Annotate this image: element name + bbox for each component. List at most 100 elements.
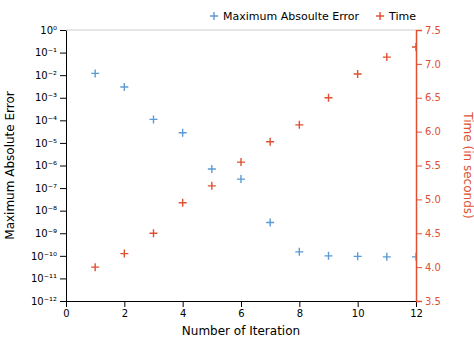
y2-axis-tick-label: 7.5 (425, 25, 441, 36)
point (179, 199, 187, 207)
y-axis-tick-mark (60, 53, 66, 54)
y2-axis-tick-label: 6.0 (425, 126, 441, 137)
plot: 02468101210⁻¹²10⁻¹¹10⁻¹⁰10⁻⁹10⁻⁸10⁻⁷10⁻⁶… (31, 25, 441, 319)
y2-axis-tick-mark (416, 301, 422, 302)
legend: Maximum Absoulte ErrorTime (210, 10, 416, 23)
legend-item: Time (376, 10, 416, 23)
y2-axis-line (417, 31, 423, 302)
y-axis-tick: 10⁻¹ (35, 47, 66, 58)
y-axis-tick: 10⁻¹² (31, 296, 66, 307)
y-axis-tick: 10⁻⁹ (35, 228, 66, 239)
x-axis-tick-mark (124, 301, 125, 307)
x-axis-title: Number of Iteration (182, 324, 300, 338)
point (383, 253, 391, 261)
x-axis-tick-label: 12 (410, 308, 423, 319)
y2-axis-tick-label: 5.0 (425, 194, 441, 205)
x-axis-tick: 0 (63, 301, 69, 319)
point (354, 252, 362, 260)
x-axis-tick-label: 6 (238, 308, 244, 319)
point (354, 70, 362, 78)
x-axis-tick-mark (241, 301, 242, 307)
y-axis-tick: 10⁻⁴ (35, 115, 66, 126)
point (295, 121, 303, 129)
y2-axis: 3.5 4.0 4.5 5.0 5.5 6.0 6.5 7.0 7.5 (416, 25, 441, 307)
y2-axis-tick: 7.5 (416, 25, 441, 36)
x-axis: 024681012 (63, 301, 423, 319)
y2-axis-tick-mark (416, 98, 422, 99)
point (295, 248, 303, 256)
y-axis-tick: 10⁻⁸ (35, 205, 66, 216)
plot-frame (66, 30, 416, 31)
y-axis-tick-mark (60, 143, 66, 144)
point (120, 83, 128, 91)
legend-marker (376, 12, 384, 20)
point (266, 138, 274, 146)
point (150, 229, 158, 237)
y-axis-tick-label: 10⁻¹¹ (31, 273, 57, 284)
y2-axis-tick-mark (416, 267, 422, 268)
y2-axis-tick: 4.0 (416, 262, 441, 273)
y-axis-tick: 10⁻³ (35, 92, 66, 103)
y2-axis-tick-label: 5.5 (425, 160, 441, 171)
point (120, 250, 128, 258)
y-axis-tick: 10⁻² (35, 70, 66, 81)
point (412, 253, 416, 261)
y2-axis-tick-mark (416, 64, 422, 65)
series (91, 69, 416, 260)
y2-axis-tick-mark (416, 233, 422, 234)
y2-axis-tick: 5.5 (416, 160, 441, 171)
y2-axis-tick: 7.0 (416, 59, 441, 70)
y2-axis-tick-mark (416, 132, 422, 133)
y-axis-tick-mark (60, 301, 66, 302)
y2-axis-tick-label: 6.5 (425, 92, 441, 103)
y-axis-tick-label: 10⁻⁹ (35, 228, 57, 239)
point (412, 43, 416, 51)
y-axis-tick-label: 10⁻³ (35, 92, 57, 103)
y-axis-tick-mark (60, 188, 66, 189)
y-axis-tick: 10⁻⁵ (35, 138, 66, 149)
point (208, 182, 216, 190)
y2-axis-title: Time (in seconds) (461, 111, 474, 218)
y-axis-tick-label: 10⁻⁶ (35, 160, 57, 171)
y2-axis-tick-label: 3.5 (425, 296, 441, 307)
legend-marker (210, 12, 218, 20)
y-axis-tick-mark (60, 98, 66, 99)
y-axis-tick-label: 10⁻¹ (35, 47, 57, 58)
y-axis-tick: 10⁰ (40, 25, 66, 36)
y2-axis-tick: 6.5 (416, 92, 441, 103)
y2-axis-tick-mark (416, 166, 422, 167)
marks (91, 43, 416, 271)
point (208, 165, 216, 173)
x-axis-tick: 6 (238, 301, 244, 319)
y-axis-tick-label: 10⁻⁴ (35, 115, 57, 126)
y-axis-tick: 10⁻⁷ (35, 183, 66, 194)
y2-axis-tick-label: 4.5 (425, 228, 441, 239)
y2-axis-tick: 3.5 (416, 296, 441, 307)
y-axis-tick-mark (60, 233, 66, 234)
point (237, 175, 245, 183)
y-axis-tick-label: 10⁻⁷ (35, 183, 57, 194)
x-axis-tick: 8 (297, 301, 303, 319)
series (91, 43, 416, 271)
x-axis-tick-mark (358, 301, 359, 307)
point (91, 69, 99, 77)
x-axis-tick: 2 (122, 301, 128, 319)
y-axis-tick: 10⁻¹¹ (31, 273, 66, 284)
y-axis-tick: 10⁻¹⁰ (31, 251, 66, 262)
point (237, 158, 245, 166)
y2-axis-tick: 5.0 (416, 194, 441, 205)
point (266, 218, 274, 226)
y-axis-tick-label: 10⁻² (35, 70, 57, 81)
y-axis-tick-mark (60, 120, 66, 121)
y-axis-tick-label: 10⁻⁸ (35, 205, 57, 216)
point (179, 129, 187, 137)
x-axis-tick-label: 0 (63, 308, 69, 319)
point (91, 263, 99, 271)
y2-axis-tick-mark (416, 199, 422, 200)
y2-axis-tick-mark (416, 30, 422, 31)
point (325, 252, 333, 260)
x-axis-tick-label: 2 (122, 308, 128, 319)
chart: 02468101210⁻¹²10⁻¹¹10⁻¹⁰10⁻⁹10⁻⁸10⁻⁷10⁻⁶… (0, 0, 474, 343)
y-axis-tick-mark (60, 256, 66, 257)
y-axis-title: Maximum Absolute Error (3, 91, 17, 240)
